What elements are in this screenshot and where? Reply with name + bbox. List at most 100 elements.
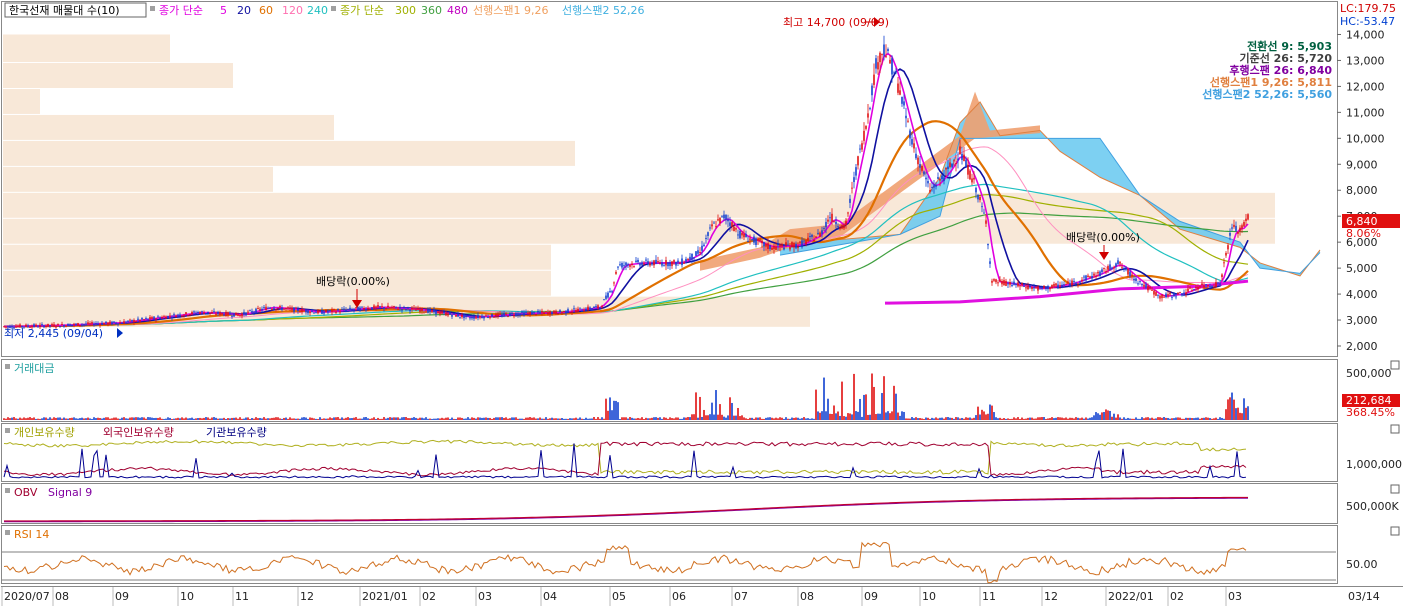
ichimoku-legend: 전환선 9: 5,903 기준선 26: 5,720 후행스팬 26: 6,84… (1202, 39, 1332, 101)
y-tick-label: 8,000 (1346, 184, 1378, 197)
x-tick-label: 03 (1228, 590, 1242, 603)
x-tick-label: 11 (235, 590, 249, 603)
volume-profile-bar (3, 218, 1275, 244)
volume-profile-bar (3, 192, 1275, 218)
cloud-area (780, 101, 1320, 276)
main-legend: 한국선재 매물대 수(10) 종가 단순 5 20 60 120 240 종가 … (4, 2, 644, 18)
volume-y-tick: 500,000 (1346, 367, 1392, 380)
x-axis-right-label: 03/14 (1348, 590, 1380, 603)
volume-badge-value: 212,684 (1346, 394, 1392, 407)
low-annotation: 최저 2,445 (09/04) (4, 327, 103, 340)
x-tick-label: 03 (478, 590, 492, 603)
legend-lagging: 후행스팬 26: 6,840 (1229, 63, 1332, 77)
holdings-lines (3, 439, 1247, 479)
dividend-arrow-icon (1099, 252, 1109, 260)
high-annotation: 최고 14,700 (09/09) (783, 16, 889, 29)
price-candles (3, 35, 1249, 331)
obv-label: OBV (14, 486, 38, 499)
ma-240-label: 240 (307, 4, 328, 17)
y-tick-label: 2,000 (1346, 340, 1378, 353)
y-tick-label: 3,000 (1346, 314, 1378, 327)
y-tick-label: 10,000 (1346, 132, 1385, 145)
ma-20-label: 20 (237, 4, 251, 17)
ma-120-label: 120 (282, 4, 303, 17)
x-tick-label: 10 (180, 590, 194, 603)
rsi-y-tick: 50.00 (1346, 558, 1378, 571)
obv-signal-line (3, 497, 1249, 523)
price-axis: 14,000 13,000 12,000 11,000 10,000 9,000 8,000… (1337, 28, 1385, 353)
volume-pct: 368.45% (1346, 406, 1395, 419)
ichimoku-cloud (700, 91, 1321, 277)
panel-close-icons[interactable] (1390, 360, 1400, 536)
x-tick-label: 2022/01 (1108, 590, 1154, 603)
individual-holdings-line (3, 439, 1247, 475)
ma-120-line (3, 146, 1249, 328)
ma-5-label: 5 (220, 4, 227, 17)
price-badge (1342, 214, 1400, 228)
y-tick-label: 12,000 (1346, 80, 1385, 93)
obv-y-tick: 500,000K (1346, 500, 1399, 513)
y-tick-label: 11,000 (1346, 106, 1385, 119)
legend-span2: 선행스팬2 52,26: 5,560 (1202, 87, 1332, 101)
lc-value: LC:179.75 (1340, 2, 1396, 15)
x-tick-label: 11 (982, 590, 996, 603)
legend-marker-icon (5, 428, 10, 433)
chart-title: 한국선재 매물대 수(10) (9, 4, 120, 17)
obv-lines (3, 496, 1249, 523)
y-tick-label: 4,000 (1346, 288, 1378, 301)
holdings-foreign-label: 외국인보유수량 (103, 426, 174, 439)
ma-300-label: 300 (395, 4, 416, 17)
y-tick-label: 9,000 (1346, 158, 1378, 171)
time-axis: 2020/07 08 09 10 11 12 2021/01 02 03 04 05 06 07 08 09… (1, 586, 1403, 606)
x-tick-label: 06 (672, 590, 686, 603)
dividend-annotation-2: 배당락(0.00%) (1066, 231, 1140, 244)
legend-conversion: 전환선 9: 5,903 (1247, 39, 1332, 53)
foreign-holdings-line (3, 441, 1247, 477)
holdings-institution-label: 기관보유수량 (206, 426, 267, 439)
annotations: 최고 14,700 (09/09) 최저 2,445 (09/04) 배당락(0… (4, 16, 1140, 340)
x-tick-label: 10 (922, 590, 936, 603)
volume-badge (1342, 394, 1400, 407)
x-tick-label: 2021/01 (362, 590, 408, 603)
price-change-pct: 8.06% (1346, 227, 1381, 240)
ma-360-label: 360 (421, 4, 442, 17)
x-tick-label: 08 (55, 590, 69, 603)
rsi-lines (2, 541, 1336, 584)
volume-profile-bar (3, 244, 551, 270)
x-tick-label: 12 (300, 590, 314, 603)
legend-marker-icon (331, 6, 336, 11)
rsi-label: RSI 14 (14, 528, 49, 541)
y-tick-label: 14,000 (1346, 28, 1385, 41)
x-tick-label: 05 (612, 590, 626, 603)
holdings-individual-label: 개인보유수량 (14, 426, 75, 439)
obv-line (3, 496, 1249, 522)
volume-profile-bar (3, 34, 170, 63)
ma-240-line (3, 183, 1249, 328)
ma-60-line (3, 120, 1249, 328)
x-tick-label: 02 (422, 590, 436, 603)
x-tick-label: 09 (115, 590, 129, 603)
legend-base: 기준선 26: 5,720 (1239, 51, 1332, 65)
span2-label: 선행스팬2 52,26 (562, 4, 644, 17)
legend-marker-icon (5, 530, 10, 535)
ma-60-label: 60 (259, 4, 273, 17)
volume-bars (3, 373, 1249, 420)
legend-marker-icon (150, 6, 155, 11)
volume-profile-bar (3, 114, 334, 140)
x-tick-label: 08 (800, 590, 814, 603)
x-tick-label: 2020/07 (4, 590, 50, 603)
span1-label: 선행스팬1 9,26 (473, 4, 548, 17)
panel-frames (1, 1, 1338, 584)
volume-title: 거래대금 (14, 362, 54, 375)
holdings-y-tick: 1,000,000 (1346, 458, 1402, 471)
volume-profile-bar (3, 270, 551, 296)
dividend-annotation-1: 배당락(0.00%) (316, 275, 390, 288)
volume-profile-bar (3, 63, 233, 88)
hc-value: HC:-53.47 (1340, 15, 1395, 28)
volume-profile-bar (3, 166, 273, 192)
x-tick-label: 09 (864, 590, 878, 603)
ma-480-label: 480 (447, 4, 468, 17)
volume-profile-bar (3, 88, 40, 114)
